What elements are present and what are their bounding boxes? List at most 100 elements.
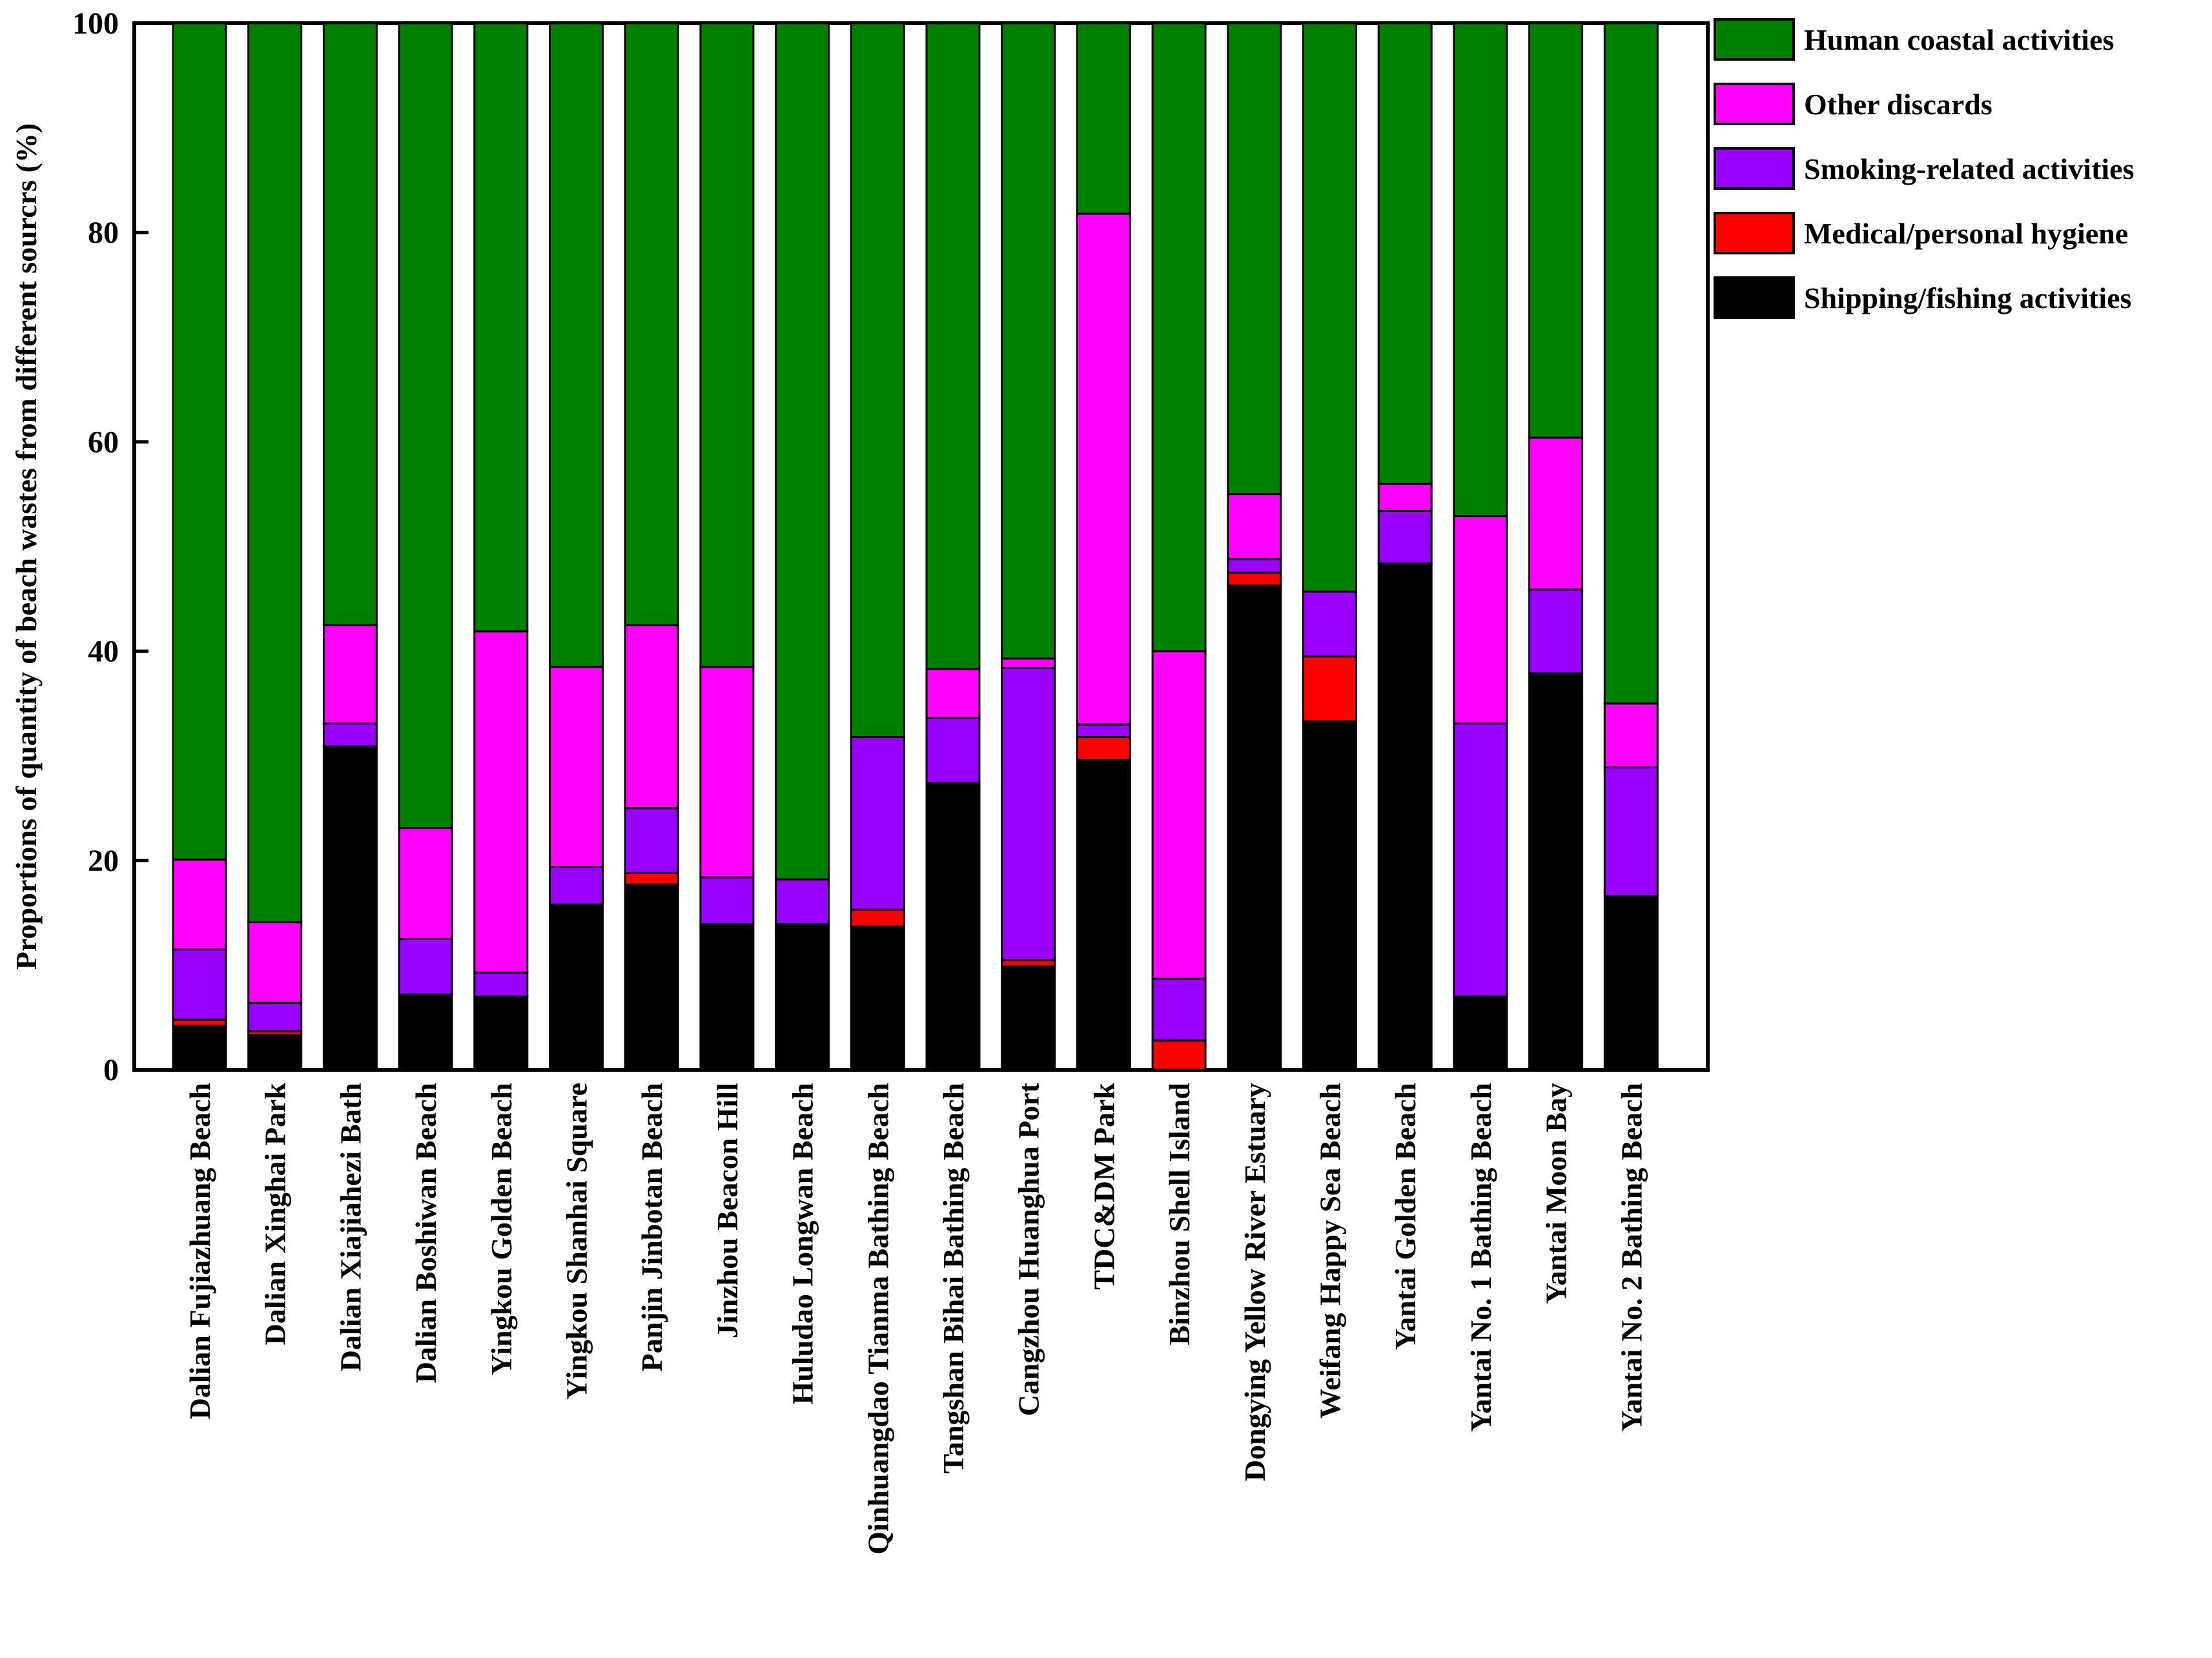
bar-segment: [1001, 657, 1056, 670]
bar-stack: [1377, 22, 1433, 1071]
bar-stack: [247, 22, 303, 1071]
bar-segment: [1603, 766, 1659, 897]
bar-segment: [1528, 22, 1584, 439]
bar-segment: [1603, 22, 1659, 705]
bar-segment: [624, 624, 679, 810]
bar-segment: [1151, 1039, 1207, 1071]
bar-segment: [1151, 650, 1207, 980]
x-category-label: Yantai Golden Beach: [1389, 1083, 1422, 1350]
legend-label: Medical/personal hygiene: [1804, 217, 2128, 250]
bar-segment: [1302, 655, 1357, 722]
bar-segment: [1227, 22, 1282, 495]
bars-group: [172, 22, 1659, 1071]
bar-segment: [549, 666, 604, 868]
bar-stack: [1001, 22, 1056, 1071]
x-category-label: Dalian Xiajiahezi Bath: [334, 1083, 367, 1371]
bar-segment: [1001, 667, 1056, 961]
legend-swatch: [1714, 83, 1795, 125]
bar-segment: [398, 22, 453, 830]
bar-stack: [172, 22, 227, 1071]
bar-segment: [1377, 562, 1433, 1071]
bar-segment: [1453, 22, 1508, 517]
bar-segment: [398, 937, 453, 996]
bar-stack: [1076, 22, 1131, 1071]
bar-segment: [1302, 720, 1357, 1071]
bar-segment: [775, 878, 830, 926]
bar-segment: [172, 22, 227, 861]
x-category-label: Yingkou Golden Beach: [485, 1083, 518, 1375]
bar-segment: [1603, 702, 1659, 769]
bar-segment: [172, 858, 227, 951]
x-category-label: Tangshan Bihai Bathing Beach: [937, 1083, 970, 1473]
bar-segment: [624, 807, 679, 874]
bar-segment: [1377, 482, 1433, 512]
bar-stack: [1453, 22, 1508, 1071]
bar-stack: [850, 22, 905, 1071]
bar-segment: [1227, 584, 1282, 1071]
bar-stack: [1528, 22, 1584, 1071]
bar-segment: [775, 923, 830, 1071]
x-category-label: Cangzhou Huanghua Port: [1012, 1082, 1045, 1416]
x-category-label: Yantai No. 1 Bathing Beach: [1464, 1083, 1497, 1432]
x-category-label: Weifang Happy Sea Beach: [1314, 1083, 1347, 1418]
bar-segment: [1453, 996, 1508, 1071]
bar-segment: [1302, 590, 1357, 658]
bar-segment: [925, 717, 981, 784]
bar-segment: [850, 736, 905, 911]
bar-segment: [1076, 22, 1131, 215]
y-tick-label: 100: [72, 6, 119, 41]
bar-segment: [1302, 22, 1357, 593]
plot-area: [132, 21, 1710, 1072]
y-axis: 0 20 40 60 80 100: [72, 6, 148, 1087]
bar-segment: [549, 22, 604, 668]
bar-segment: [398, 993, 453, 1071]
legend-swatch: [1714, 147, 1795, 190]
bar-segment: [1076, 723, 1131, 739]
y-tick-label: 80: [88, 216, 119, 250]
bar-stack: [322, 22, 378, 1071]
bar-segment: [322, 624, 378, 724]
legend-label: Human coastal activities: [1804, 23, 2114, 56]
bar-segment: [850, 22, 905, 739]
bar-segment: [172, 948, 227, 1021]
bar-segment: [322, 22, 378, 626]
bar-segment: [549, 866, 604, 906]
bar-segment: [1377, 22, 1433, 485]
bar-stack: [398, 22, 453, 1071]
bar-segment: [172, 1025, 227, 1071]
bar-segment: [1227, 571, 1282, 586]
legend-swatch: [1714, 18, 1795, 61]
bar-segment: [699, 923, 755, 1071]
bar-segment: [699, 876, 755, 926]
x-category-label: Qinhuangdao Tianma Bathing Beach: [861, 1083, 894, 1555]
bar-segment: [247, 1001, 303, 1032]
legend-label: Smoking-related activities: [1804, 152, 2134, 185]
bar-segment: [925, 782, 981, 1071]
bar-stack: [473, 22, 529, 1071]
x-category-label: Jinzhou Beacon Hill: [711, 1083, 744, 1338]
bar-segment: [1603, 895, 1659, 1071]
legend-label: Other discards: [1804, 88, 1992, 121]
bar-segment: [473, 971, 529, 998]
bar-segment: [1453, 515, 1508, 724]
bar-segment: [1001, 22, 1056, 660]
x-category-label: Dalian Xinghai Park: [259, 1083, 292, 1346]
bar-stack: [549, 22, 604, 1071]
bar-segment: [1151, 977, 1207, 1042]
y-tick-label: 60: [88, 425, 119, 459]
bar-stack: [775, 22, 830, 1071]
bar-segment: [1528, 672, 1584, 1071]
bar-segment: [775, 22, 830, 881]
bar-segment: [1076, 736, 1131, 761]
bar-segment: [322, 722, 378, 748]
bar-segment: [624, 22, 679, 626]
bar-segment: [925, 668, 981, 719]
bar-segment: [1227, 493, 1282, 560]
bar-segment: [1076, 759, 1131, 1071]
bar-stack: [925, 22, 981, 1071]
x-category-label: Yantai No. 2 Bathing Beach: [1615, 1083, 1648, 1432]
bar-segment: [699, 666, 755, 879]
bar-segment: [398, 827, 453, 940]
bar-segment: [624, 883, 679, 1071]
